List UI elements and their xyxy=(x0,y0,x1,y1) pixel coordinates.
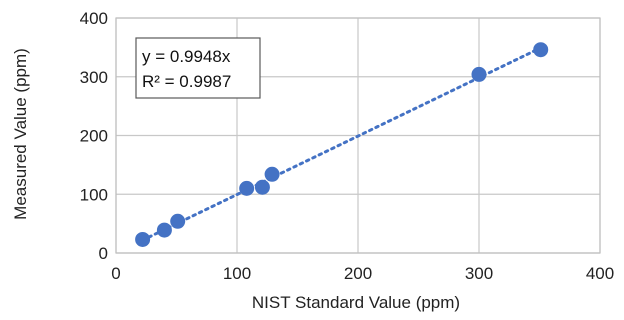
data-point xyxy=(254,179,270,195)
data-point xyxy=(156,222,172,238)
x-tick-label: 0 xyxy=(111,264,120,283)
y-tick-label: 200 xyxy=(80,127,108,146)
data-point xyxy=(471,66,487,82)
data-point xyxy=(239,180,255,196)
x-tick-label: 200 xyxy=(344,264,372,283)
plot-area-border xyxy=(115,17,601,254)
data-points xyxy=(135,42,549,247)
equation-box: y = 0.9948x R² = 0.9987 xyxy=(135,37,261,99)
y-tick-label: 0 xyxy=(99,244,108,263)
y-tick-label: 100 xyxy=(80,185,108,204)
x-tick-labels: 0 100 200 300 400 xyxy=(111,264,614,283)
trendline-group xyxy=(141,46,543,242)
y-tick-label: 300 xyxy=(80,68,108,87)
r-squared-value: R² = 0.9987 xyxy=(142,72,231,91)
x-tick-label: 400 xyxy=(586,264,614,283)
y-axis-title: Measured Value (ppm) xyxy=(11,48,30,220)
data-point xyxy=(264,166,280,182)
trendline xyxy=(141,46,543,242)
x-tick-label: 300 xyxy=(465,264,493,283)
data-point xyxy=(135,231,151,247)
data-point xyxy=(533,42,549,58)
x-axis-title: NIST Standard Value (ppm) xyxy=(252,293,460,312)
y-tick-labels: 0 100 200 300 400 xyxy=(80,9,108,263)
trendline-equation: y = 0.9948x xyxy=(142,47,231,66)
equation-box-frame xyxy=(135,37,261,99)
y-tick-label: 400 xyxy=(80,9,108,28)
data-point xyxy=(170,213,186,229)
x-tick-label: 100 xyxy=(223,264,251,283)
